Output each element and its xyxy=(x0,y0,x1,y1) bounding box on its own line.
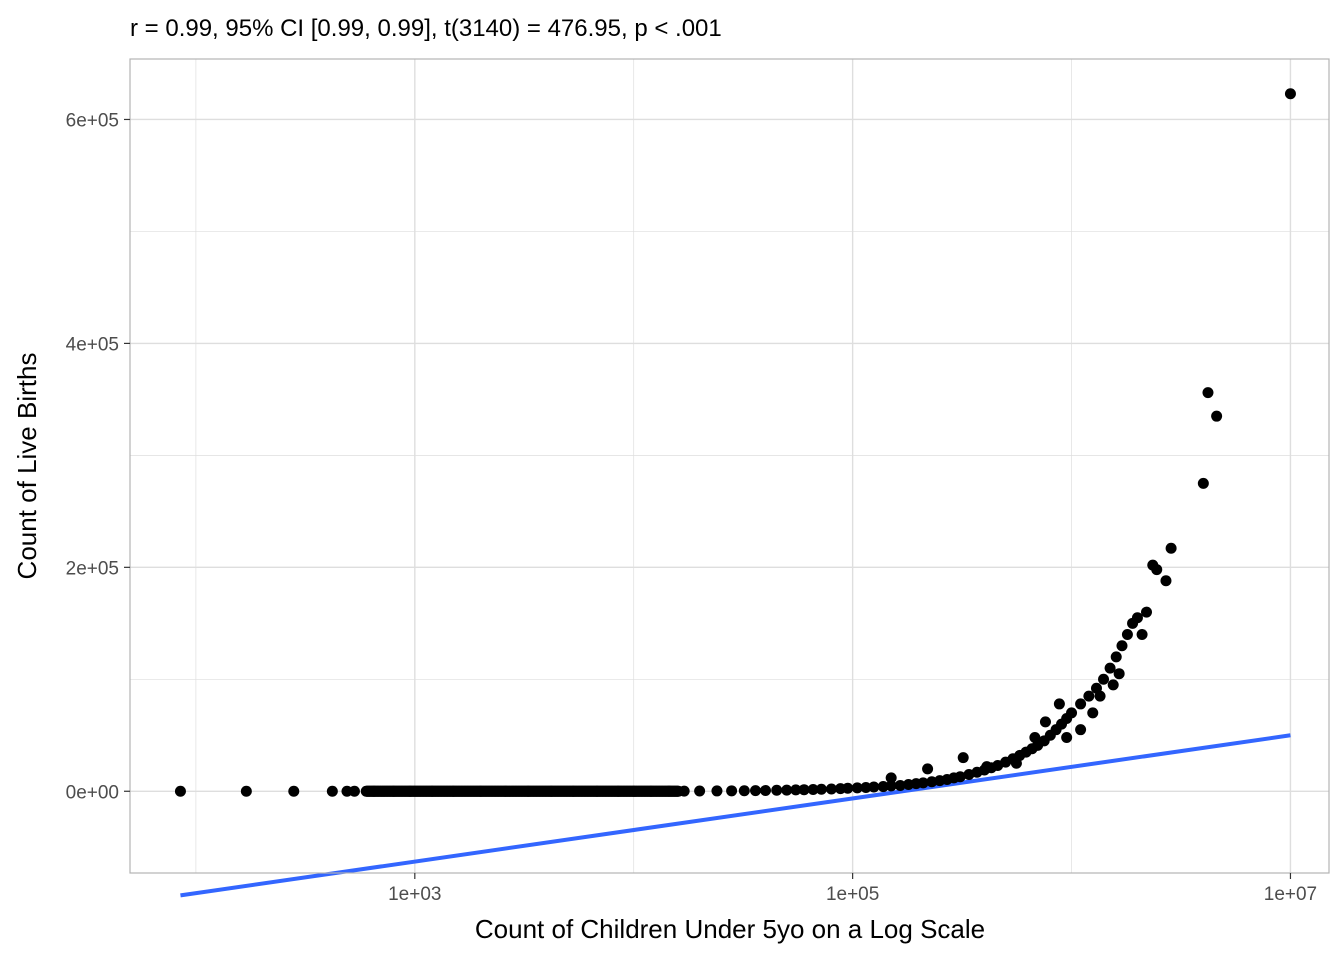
data-point xyxy=(522,785,534,797)
data-point xyxy=(1061,732,1073,744)
data-point xyxy=(825,783,837,795)
y-tick-label: 2e+05 xyxy=(66,558,119,579)
data-point xyxy=(1094,690,1106,702)
data-point xyxy=(1075,698,1087,710)
data-point xyxy=(1083,690,1095,702)
x-axis-ticks: 1e+03 1e+05 1e+07 xyxy=(388,873,1317,905)
data-point xyxy=(954,771,966,783)
data-point xyxy=(1110,651,1122,663)
data-point xyxy=(860,781,872,793)
data-point xyxy=(885,772,897,784)
data-point xyxy=(1165,542,1177,554)
plot-title: r = 0.99, 95% CI [0.99, 0.99], t(3140) =… xyxy=(130,15,722,42)
data-point xyxy=(922,763,934,775)
data-point xyxy=(1029,732,1041,744)
data-point xyxy=(1284,88,1296,100)
data-point xyxy=(1113,668,1125,680)
data-point xyxy=(760,784,772,796)
data-point xyxy=(957,752,969,764)
data-point xyxy=(807,783,819,795)
data-point xyxy=(240,785,252,797)
y-axis-title: Count of Live Births xyxy=(12,353,42,580)
data-point xyxy=(815,783,827,795)
y-tick-label: 4e+05 xyxy=(66,334,119,355)
data-point xyxy=(388,785,400,797)
minor-gridlines xyxy=(130,59,1329,873)
data-point xyxy=(877,781,889,793)
data-point xyxy=(694,785,706,797)
data-point xyxy=(981,761,993,773)
regression-line xyxy=(180,733,1291,898)
data-point xyxy=(771,784,783,796)
fit-line-layer xyxy=(180,733,1291,898)
data-point xyxy=(1121,629,1133,641)
data-point xyxy=(842,782,854,794)
data-point xyxy=(404,785,416,797)
x-tick-label: 1e+03 xyxy=(388,884,441,905)
data-point xyxy=(612,785,624,797)
x-tick-label: 1e+05 xyxy=(826,884,879,905)
data-point xyxy=(628,785,640,797)
data-point xyxy=(1211,410,1223,422)
data-point xyxy=(645,785,657,797)
data-point xyxy=(1151,564,1163,576)
data-point xyxy=(447,785,459,797)
data-point xyxy=(1116,640,1128,652)
data-point xyxy=(591,785,603,797)
data-point xyxy=(1131,612,1143,624)
data-point xyxy=(894,779,906,791)
data-point xyxy=(1098,673,1110,685)
points-layer xyxy=(174,88,1296,797)
data-point xyxy=(711,785,723,797)
data-point xyxy=(475,785,487,797)
data-point xyxy=(545,785,557,797)
data-point xyxy=(326,785,338,797)
data-point xyxy=(567,785,579,797)
data-point xyxy=(1039,716,1051,728)
data-point xyxy=(174,785,186,797)
data-point xyxy=(368,785,380,797)
data-point xyxy=(1160,575,1172,587)
data-point xyxy=(1010,757,1022,769)
data-point xyxy=(738,785,750,797)
data-point xyxy=(726,785,738,797)
y-tick-label: 0e+00 xyxy=(66,782,119,803)
x-axis-title: Count of Children Under 5yo on a Log Sca… xyxy=(475,914,985,944)
data-point xyxy=(678,785,690,797)
data-point xyxy=(917,777,929,789)
data-point xyxy=(1075,724,1087,736)
data-point xyxy=(1141,606,1153,618)
y-tick-label: 6e+05 xyxy=(66,110,119,131)
data-point xyxy=(1107,679,1119,691)
data-point xyxy=(885,780,897,792)
x-tick-label: 1e+07 xyxy=(1264,884,1317,905)
data-point xyxy=(781,784,793,796)
data-point xyxy=(288,785,300,797)
data-point xyxy=(1104,662,1116,674)
data-point xyxy=(1197,477,1209,489)
data-point xyxy=(426,785,438,797)
data-point xyxy=(1066,707,1078,719)
data-point xyxy=(1136,629,1148,641)
data-point xyxy=(500,785,512,797)
data-point xyxy=(1053,698,1065,710)
y-axis-ticks: 0e+00 2e+05 4e+05 6e+05 xyxy=(66,110,130,803)
data-point xyxy=(750,785,762,797)
data-point xyxy=(851,782,863,794)
data-point xyxy=(868,781,880,793)
major-gridlines xyxy=(130,59,1329,873)
data-point xyxy=(1202,387,1214,399)
data-point xyxy=(798,784,810,796)
data-point xyxy=(348,785,360,797)
data-point xyxy=(790,784,802,796)
panel-border xyxy=(129,58,1330,874)
data-point xyxy=(1087,707,1099,719)
data-point xyxy=(663,785,675,797)
